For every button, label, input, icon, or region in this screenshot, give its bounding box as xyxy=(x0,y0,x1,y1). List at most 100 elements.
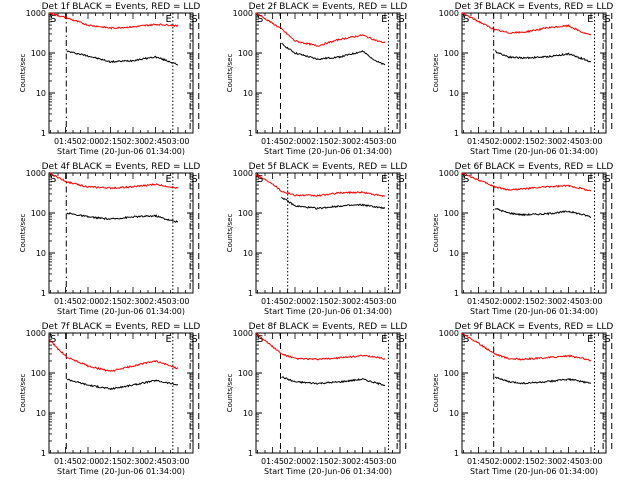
y-tick-label: 10 xyxy=(449,409,459,418)
y-tick-label: 100 xyxy=(31,209,46,218)
event-marker-label: E xyxy=(587,334,593,345)
x-tick-label: 02:00 xyxy=(283,297,306,306)
panel-2: Det 2f BLACK = Events, RED = LLD 1 10 100 10… xyxy=(226,2,407,156)
panel-title: Det 7f BLACK = Events, RED = LLD xyxy=(42,322,201,332)
event-marker-label: S xyxy=(463,14,469,25)
event-marker-label: S xyxy=(191,334,197,345)
series-line-events xyxy=(281,196,386,210)
x-tick-label: 02:00 xyxy=(489,297,512,306)
x-tick-label: 01:45 xyxy=(467,137,490,146)
y-tick-label: 1 xyxy=(248,129,253,138)
y-tick-label: 10 xyxy=(449,249,459,258)
x-tick-label: 02:30 xyxy=(328,137,351,146)
event-marker-label: S xyxy=(257,14,263,25)
event-marker-label: E xyxy=(587,174,593,185)
panel-title: Det 9f BLACK = Events, RED = LLD xyxy=(455,322,614,332)
y-axis: 1 10 100 1000 xyxy=(26,329,193,458)
series-line-events xyxy=(66,50,179,66)
series-line-lld xyxy=(48,338,179,373)
event-marker-label: S xyxy=(50,14,56,25)
panel-6: Det 6f BLACK = Events, RED = LLD 1 10 100 10… xyxy=(432,162,613,316)
x-tick-label: 03:00 xyxy=(579,137,602,146)
x-axis-label: Start Time (20-Jun-06 01:34:00) xyxy=(264,307,392,316)
event-marker-label: E xyxy=(587,14,593,25)
panel-title: Det 8f BLACK = Events, RED = LLD xyxy=(249,322,408,332)
x-tick-label: 02:00 xyxy=(76,297,99,306)
event-marker-label: S xyxy=(604,334,610,345)
y-tick-label: 1000 xyxy=(233,169,253,178)
x-axis-label: Start Time (20-Jun-06 01:34:00) xyxy=(57,307,185,316)
x-axis: 01:45 02:00 02:15 02:30 02:45 03:00 xyxy=(50,173,194,306)
event-marker-label: S xyxy=(257,334,263,345)
event-marker-label: S xyxy=(191,14,197,25)
y-tick-label: 1000 xyxy=(233,9,253,18)
y-tick-label: 1000 xyxy=(26,9,46,18)
x-tick-label: 03:00 xyxy=(579,297,602,306)
panel-title: Det 6f BLACK = Events, RED = LLD xyxy=(455,162,614,172)
x-axis-label: Start Time (20-Jun-06 01:34:00) xyxy=(57,467,185,476)
x-tick-label: 02:45 xyxy=(351,457,374,466)
x-tick-label: 03:00 xyxy=(166,297,189,306)
event-marker-label: S xyxy=(257,174,263,185)
y-tick-label: 1000 xyxy=(26,169,46,178)
event-marker-label: E xyxy=(166,334,172,345)
x-axis-label: Start Time (20-Jun-06 01:34:00) xyxy=(57,147,185,156)
x-tick-label: 01:45 xyxy=(261,457,284,466)
y-tick-label: 1000 xyxy=(439,329,459,338)
x-tick-label: 01:45 xyxy=(261,137,284,146)
y-axis: 1 10 100 1000 xyxy=(439,329,606,458)
x-tick-label: 03:00 xyxy=(373,457,396,466)
x-tick-label: 02:15 xyxy=(99,457,122,466)
y-axis-label: Counts/sec xyxy=(432,54,440,93)
panel-4: Det 4f BLACK = Events, RED = LLD 1 10 100 10… xyxy=(19,162,200,316)
x-tick-label: 01:45 xyxy=(467,457,490,466)
x-tick-label: 02:30 xyxy=(534,457,557,466)
x-tick-label: 01:45 xyxy=(467,297,490,306)
x-tick-label: 02:45 xyxy=(557,457,580,466)
y-axis: 1 10 100 1000 xyxy=(233,9,400,138)
x-tick-label: 02:30 xyxy=(121,137,144,146)
x-axis: 01:45 02:00 02:15 02:30 02:45 03:00 xyxy=(257,333,401,466)
y-axis-label: Counts/sec xyxy=(19,54,27,93)
x-tick-label: 02:00 xyxy=(283,457,306,466)
event-marker-label: S xyxy=(398,334,404,345)
x-axis-label: Start Time (20-Jun-06 01:34:00) xyxy=(264,467,392,476)
series-line-events xyxy=(281,376,386,387)
x-tick-label: 02:15 xyxy=(306,457,329,466)
series-line-lld xyxy=(48,12,179,30)
y-tick-label: 100 xyxy=(31,49,46,58)
y-tick-label: 10 xyxy=(36,249,46,258)
x-tick-label: 02:00 xyxy=(283,137,306,146)
plot-frame xyxy=(255,332,401,454)
series-line-events xyxy=(494,376,592,385)
plot-frame xyxy=(255,12,401,134)
y-tick-label: 1 xyxy=(41,129,46,138)
panel-5: Det 5f BLACK = Events, RED = LLD 1 10 100 10… xyxy=(226,162,407,316)
event-marker-label: S xyxy=(463,174,469,185)
y-tick-label: 1000 xyxy=(439,169,459,178)
y-axis-label: Counts/sec xyxy=(19,214,27,253)
x-tick-label: 02:30 xyxy=(121,457,144,466)
plot-frame xyxy=(255,172,401,294)
plot-frame xyxy=(461,12,607,134)
y-tick-label: 1000 xyxy=(439,9,459,18)
y-axis-label: Counts/sec xyxy=(19,374,27,413)
panel-title: Det 1f BLACK = Events, RED = LLD xyxy=(42,2,201,12)
x-tick-label: 02:15 xyxy=(99,137,122,146)
event-marker-label: S xyxy=(604,14,610,25)
x-axis: 01:45 02:00 02:15 02:30 02:45 03:00 xyxy=(463,173,607,306)
y-tick-label: 10 xyxy=(243,249,253,258)
series-line-lld xyxy=(48,171,179,190)
x-tick-label: 03:00 xyxy=(373,297,396,306)
x-tick-label: 03:00 xyxy=(166,137,189,146)
x-tick-label: 02:45 xyxy=(351,137,374,146)
series-line-events xyxy=(281,42,386,66)
x-tick-label: 03:00 xyxy=(579,457,602,466)
series-line-lld xyxy=(461,172,592,192)
x-tick-label: 01:45 xyxy=(54,457,77,466)
